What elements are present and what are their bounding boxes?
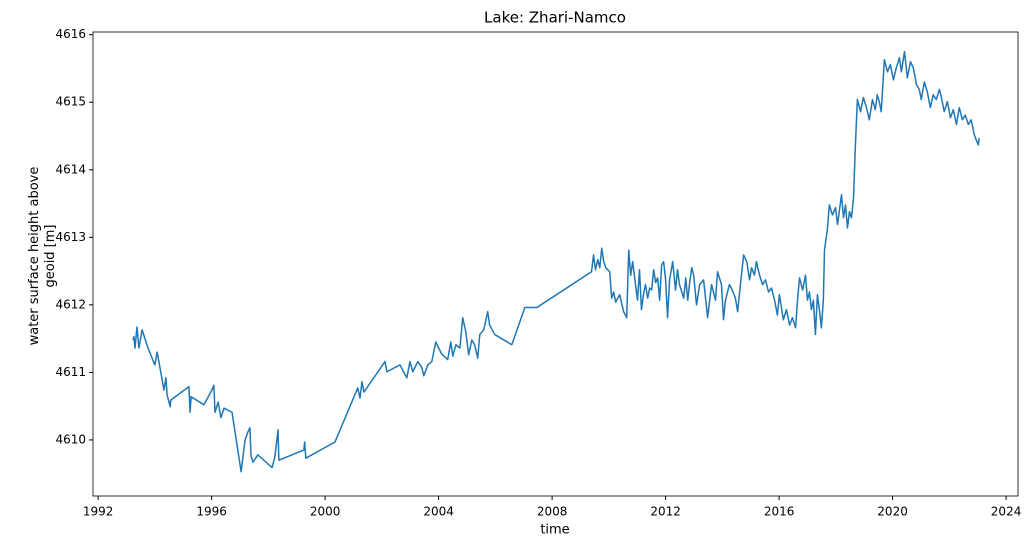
x-tick-label: 2020 bbox=[877, 505, 908, 519]
plot-frame bbox=[92, 31, 1019, 497]
x-tick-label: 1992 bbox=[83, 505, 114, 519]
y-axis-label: water surface height above geoid [m] bbox=[27, 166, 58, 346]
x-tick-label: 2004 bbox=[423, 505, 454, 519]
x-tick-label: 2012 bbox=[650, 505, 681, 519]
y-tick-label: 4615 bbox=[55, 95, 86, 109]
data-line bbox=[132, 50, 980, 473]
y-tick-label: 4611 bbox=[55, 365, 86, 379]
x-tick-label: 1996 bbox=[196, 505, 227, 519]
y-tick-label: 4612 bbox=[55, 297, 86, 311]
y-tick-label: 4613 bbox=[55, 230, 86, 244]
y-tick-label: 4616 bbox=[55, 27, 86, 41]
x-axis-label: time bbox=[540, 523, 569, 538]
x-tick-label: 2008 bbox=[537, 505, 568, 519]
x-tick-label: 2016 bbox=[764, 505, 795, 519]
chart-title: Lake: Zhari-Namco bbox=[484, 9, 626, 27]
y-tick-label: 4614 bbox=[55, 162, 86, 176]
y-tick-label: 4610 bbox=[55, 432, 86, 446]
x-tick-label: 2000 bbox=[310, 505, 341, 519]
x-tick-label: 2024 bbox=[991, 505, 1022, 519]
